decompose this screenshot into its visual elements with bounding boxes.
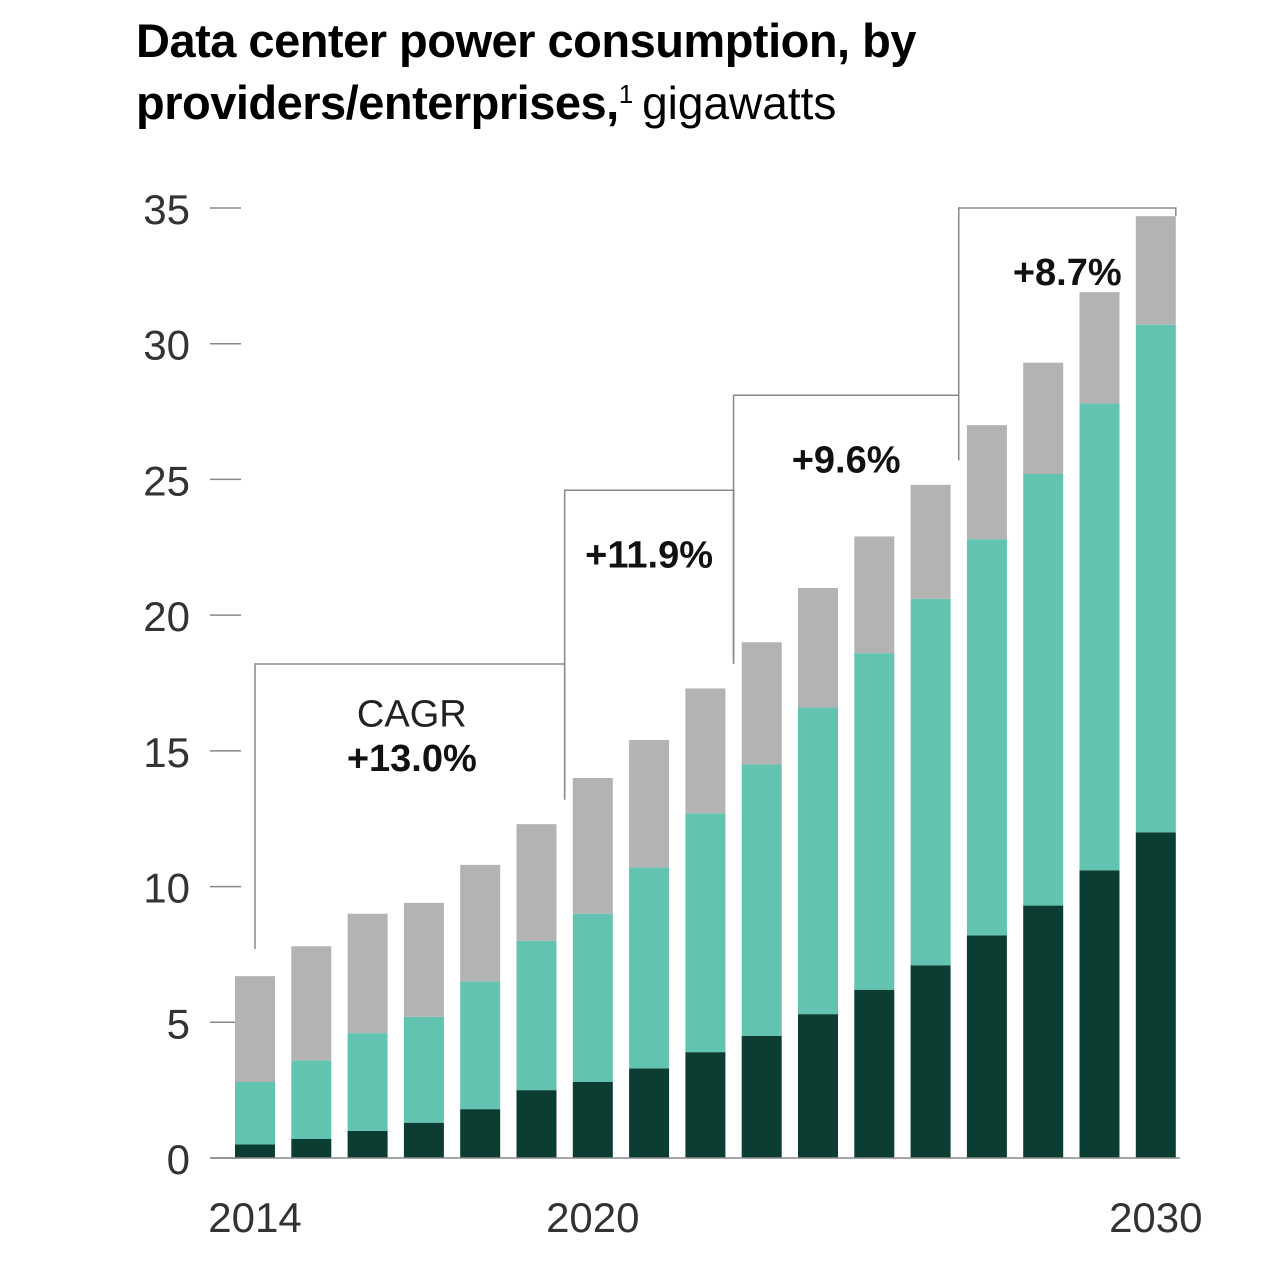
y-tick-label: 30 xyxy=(143,322,190,369)
title-footnote-marker: 1 xyxy=(618,79,634,110)
bar-segment-series-1 xyxy=(516,940,557,1091)
bar-segment-series-2 xyxy=(235,976,275,1082)
bar-segment-series-1 xyxy=(572,913,613,1082)
bar-segment-series-2 xyxy=(460,864,501,982)
bar-segment-series-1 xyxy=(291,1060,332,1139)
bar-segment-series-2 xyxy=(910,484,951,599)
bar-segment-series-1 xyxy=(235,1082,275,1145)
bar-segment-series-2 xyxy=(516,824,557,941)
bar-segment-series-2 xyxy=(347,913,388,1034)
bar-segment-series-0 xyxy=(685,1052,726,1158)
bar-segment-series-1 xyxy=(741,764,782,1036)
bar-segment-series-1 xyxy=(966,539,1007,936)
bar-segment-series-0 xyxy=(403,1122,444,1158)
bar-segment-series-0 xyxy=(291,1139,332,1158)
bar-segment-series-2 xyxy=(629,740,670,868)
bar-segment-series-0 xyxy=(629,1068,670,1158)
bar-segment-series-0 xyxy=(1023,905,1064,1158)
bar-segment-series-2 xyxy=(403,902,444,1017)
chart-title-unit: gigawatts xyxy=(642,77,837,129)
bar-segment-series-0 xyxy=(854,989,895,1158)
y-tick-label: 5 xyxy=(167,1000,190,1047)
bars xyxy=(210,216,1180,1159)
y-tick-label: 35 xyxy=(143,186,190,233)
bar-segment-series-0 xyxy=(741,1035,782,1158)
bar-segment-series-2 xyxy=(854,536,895,654)
y-tick-label: 15 xyxy=(143,729,190,776)
cagr-value: +9.6% xyxy=(792,439,901,481)
bar-segment-series-0 xyxy=(347,1130,388,1158)
bar-segment-series-0 xyxy=(572,1082,613,1158)
bar-segment-series-0 xyxy=(516,1090,557,1158)
chart-title-main: Data center power consumption, by provid… xyxy=(136,14,917,129)
bar-segment-series-2 xyxy=(572,778,613,914)
cagr-value: +13.0% xyxy=(347,738,477,780)
bar-segment-series-0 xyxy=(798,1014,838,1158)
x-tick-label: 2014 xyxy=(208,1194,301,1241)
cagr-value: +11.9% xyxy=(585,534,713,576)
cagr-value: +8.7% xyxy=(1013,252,1122,294)
bar-segment-series-0 xyxy=(235,1144,275,1158)
bar-segment-series-0 xyxy=(910,965,951,1158)
bar-segment-series-2 xyxy=(291,946,332,1061)
cagr-brackets: CAGR+13.0% +11.9% +9.6% +8.7% xyxy=(254,207,1177,949)
bar-segment-series-2 xyxy=(1079,292,1120,404)
y-tick-label: 10 xyxy=(143,865,190,912)
bar-segment-series-2 xyxy=(798,588,838,708)
bar-segment-series-2 xyxy=(685,688,726,814)
bar-segment-series-2 xyxy=(1135,216,1176,325)
cagr-bracket-line xyxy=(958,207,1177,458)
bar-segment-series-1 xyxy=(910,598,951,966)
y-tick-label: 0 xyxy=(167,1136,190,1183)
bar-segment-series-0 xyxy=(1135,832,1176,1158)
bar-segment-series-1 xyxy=(685,813,726,1053)
bar-segment-series-0 xyxy=(966,935,1007,1158)
chart-title: Data center power consumption, by provid… xyxy=(136,10,1236,134)
bar-segment-series-1 xyxy=(854,653,895,990)
x-tick-label: 2020 xyxy=(546,1194,639,1241)
bar-segment-series-2 xyxy=(741,642,782,765)
bar-segment-series-1 xyxy=(460,981,501,1110)
bar-segment-series-1 xyxy=(798,707,838,1015)
bar-segment-series-1 xyxy=(347,1033,388,1131)
y-tick-label: 25 xyxy=(143,457,190,504)
x-tick-label: 2030 xyxy=(1109,1194,1202,1241)
y-axis: 0 5 10 15 20 25 30 35 xyxy=(143,186,241,1183)
bar-segment-series-0 xyxy=(1079,870,1120,1158)
bar-segment-series-1 xyxy=(629,867,670,1069)
bar-segment-series-1 xyxy=(1023,474,1064,906)
cagr-label: CAGR xyxy=(357,693,467,735)
bar-segment-series-1 xyxy=(1079,403,1120,871)
bar-segment-series-0 xyxy=(460,1109,501,1158)
bar-segment-series-1 xyxy=(403,1016,444,1123)
bar-segment-series-1 xyxy=(1135,324,1176,833)
bar-segment-series-2 xyxy=(966,425,1007,540)
y-tick-label: 20 xyxy=(143,593,190,640)
x-axis: 2014 2020 2030 xyxy=(208,1194,1202,1241)
bar-segment-series-2 xyxy=(1023,362,1064,474)
